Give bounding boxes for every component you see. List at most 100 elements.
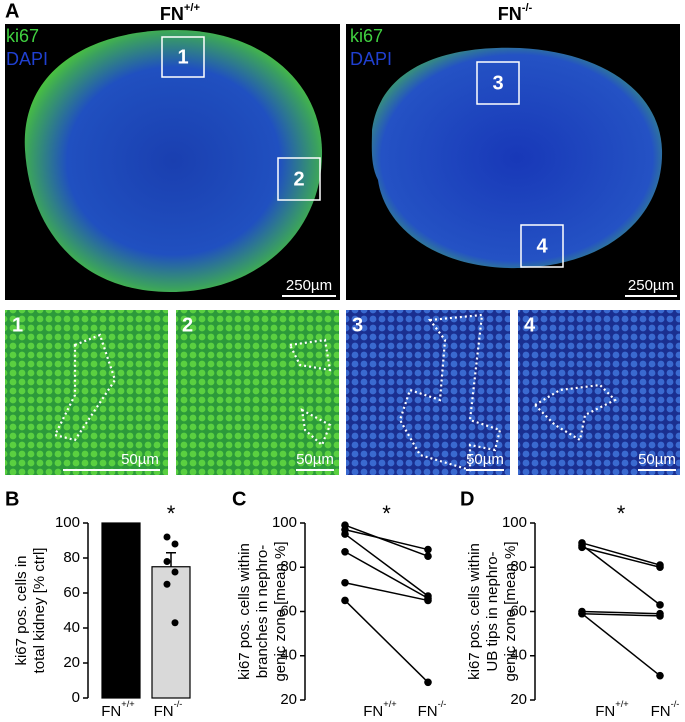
region-box: [476, 61, 520, 105]
genotype-base: FN: [160, 4, 184, 24]
scale-label: 50µm: [466, 451, 504, 468]
micrograph: [346, 310, 510, 475]
genotype-sup: -/-: [174, 699, 183, 709]
y-tick-label: 20: [510, 691, 527, 708]
region-number: 2: [293, 168, 304, 190]
pair-line: [581, 610, 661, 615]
region-number: 2: [182, 314, 193, 336]
x-tick-label: FN+/+: [363, 699, 396, 720]
scale-label: 250µm: [628, 277, 674, 294]
data-point: [341, 530, 349, 538]
data-point: [424, 552, 432, 560]
data-point: [656, 671, 664, 680]
stain-label: ki67: [350, 26, 383, 46]
bar: [101, 522, 141, 699]
genotype-sup: +/+: [121, 699, 134, 709]
region-box: [277, 157, 321, 201]
x-tick-label: FN-/-: [651, 699, 680, 720]
pair-line: [344, 528, 429, 551]
axis-label: total kidney [% ctrl]: [31, 548, 48, 674]
data-point: [424, 545, 432, 554]
column-title: FN-/-: [498, 2, 533, 24]
data-point: [578, 543, 586, 552]
genotype-sup: -/-: [438, 699, 447, 709]
panel-label: A: [5, 0, 19, 22]
axis-label: branches in nephro-: [254, 545, 271, 678]
region-box: [161, 36, 205, 78]
column-title: FN+/+: [160, 2, 201, 24]
y-tick-label: 60: [63, 584, 80, 601]
y-tick-label: 80: [63, 549, 80, 566]
y-tick-label: 80: [280, 558, 297, 575]
region-number: 4: [536, 235, 548, 257]
data-point: [171, 568, 179, 576]
data-point: [424, 678, 432, 687]
data-point: [171, 619, 179, 627]
genotype-base: FN: [498, 4, 522, 24]
region-number: 3: [352, 314, 363, 336]
data-point: [656, 601, 664, 609]
x-tick-label: FN-/-: [418, 699, 447, 720]
pair-line: [344, 533, 429, 597]
pair-line: [581, 544, 661, 606]
data-point: [341, 596, 349, 605]
axis-label: UB tips in nephro-: [484, 551, 501, 671]
data-point: [163, 533, 171, 541]
scale-label: 50µm: [121, 451, 159, 468]
y-tick-label: 20: [280, 691, 297, 708]
y-tick-label: 20: [63, 654, 80, 671]
y-tick-label: 40: [63, 619, 80, 636]
genotype-sup: +/+: [615, 699, 628, 709]
region-number: 1: [177, 46, 188, 68]
micrograph: [518, 310, 680, 475]
data-point: [578, 609, 586, 618]
stain-label: DAPI: [6, 49, 48, 69]
region-number: 4: [524, 314, 536, 336]
data-point: [171, 540, 179, 548]
genotype-sup: +/+: [383, 699, 396, 709]
axis-label: ki67 pos. cells in: [13, 555, 30, 665]
y-tick-label: 80: [510, 558, 527, 575]
annotation: *: [167, 501, 176, 526]
scale-label: 50µm: [638, 451, 676, 468]
genotype-base: FN: [418, 703, 438, 720]
axis-label: ki67 pos. cells within: [466, 543, 483, 680]
genotype-sup: -/-: [522, 2, 533, 14]
data-point: [656, 563, 664, 572]
kidney-section: [24, 30, 323, 292]
y-tick-label: 40: [280, 647, 297, 664]
y-tick-label: 40: [510, 647, 527, 664]
region-number: 1: [12, 314, 23, 336]
data-point: [341, 547, 349, 556]
micrograph: [5, 310, 168, 475]
pair-line: [581, 612, 661, 617]
region-box: [520, 224, 564, 268]
data-point: [341, 578, 349, 587]
panel-label: D: [460, 488, 474, 510]
x-tick-label: FN+/+: [101, 699, 134, 720]
pair-line: [344, 599, 429, 683]
y-tick-label: 60: [510, 602, 527, 619]
axis-label: genic zone [mean %]: [502, 541, 519, 681]
data-point: [163, 580, 171, 588]
genotype-sup: +/+: [184, 2, 201, 14]
pair-line: [581, 613, 661, 677]
axis-label: ki67 pos. cells within: [236, 543, 253, 680]
pair-line: [344, 524, 429, 557]
genotype-base: FN: [101, 703, 121, 720]
genotype-base: FN: [154, 703, 174, 720]
kidney-section: [371, 47, 663, 269]
y-tick-label: 100: [272, 514, 297, 531]
genotype-sup: -/-: [671, 699, 680, 709]
genotype-base: FN: [363, 703, 383, 720]
data-point: [656, 612, 664, 620]
x-tick-label: FN-/-: [154, 699, 183, 720]
scale-label: 50µm: [296, 451, 334, 468]
pair-line: [344, 551, 429, 599]
y-tick-label: 0: [72, 689, 80, 706]
panel-label: B: [5, 488, 19, 510]
annotation: *: [382, 501, 391, 526]
pair-line: [344, 582, 429, 602]
